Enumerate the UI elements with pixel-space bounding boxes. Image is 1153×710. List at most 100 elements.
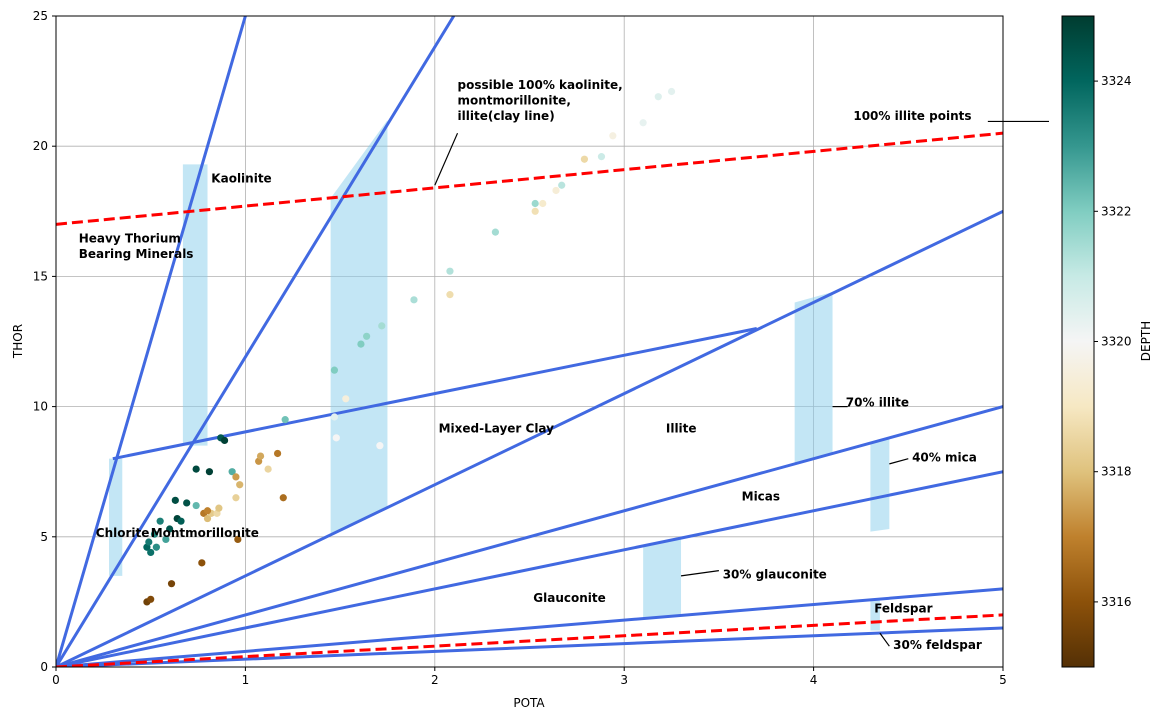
region-label: 100% illite points — [853, 109, 971, 123]
region-label: Kaolinite — [211, 172, 271, 186]
scatter-points — [143, 87, 676, 606]
composition-band — [794, 292, 833, 464]
x-tick-label: 4 — [810, 673, 818, 687]
data-point — [147, 548, 155, 557]
data-point — [152, 543, 160, 551]
annotation-leader-line — [889, 458, 909, 465]
data-point — [232, 473, 240, 481]
data-point — [376, 442, 384, 450]
region-label: 30% feldspar — [893, 638, 982, 652]
data-point — [639, 119, 647, 127]
data-point — [410, 296, 418, 304]
data-point — [273, 449, 282, 458]
x-axis-label: POTA — [513, 696, 545, 710]
data-point — [183, 499, 191, 507]
data-point — [654, 93, 662, 101]
boundary-line — [56, 626, 1003, 667]
boundary-line — [56, 470, 1003, 667]
y-tick-label: 20 — [33, 139, 48, 153]
data-point — [342, 395, 350, 403]
x-tick-label: 5 — [999, 673, 1007, 687]
composition-band — [182, 164, 208, 446]
x-tick-label: 1 — [242, 673, 250, 687]
colorbar-tick-label: 3316 — [1101, 595, 1132, 609]
x-tick-label: 0 — [52, 673, 60, 687]
region-label: 40% mica — [912, 450, 977, 464]
data-point — [192, 501, 200, 510]
x-axis-ticks: 0 1 2 3 4 5 — [52, 667, 1007, 687]
data-point — [162, 535, 170, 544]
region-label: Micas — [742, 489, 780, 503]
boundary-line — [56, 16, 456, 667]
colorbar-gradient — [1061, 15, 1095, 668]
data-point — [667, 87, 676, 96]
dashed-reference-line — [56, 131, 1003, 226]
data-point — [446, 291, 454, 299]
boundary-line — [56, 209, 1003, 667]
region-label: possible 100% kaolinite, — [458, 78, 623, 92]
data-point — [558, 181, 566, 189]
data-point — [378, 322, 386, 330]
y-axis-ticks: 0 5 10 15 20 25 — [33, 9, 56, 674]
boundary-lines — [56, 16, 1003, 667]
data-point — [156, 517, 164, 525]
boundary-line — [56, 16, 247, 667]
region-label: Illite — [666, 422, 697, 436]
region-label: montmorillonite, — [458, 94, 571, 108]
colorbar-tick-label: 3318 — [1101, 465, 1132, 479]
region-label: 30% glauconite — [723, 567, 827, 581]
composition-bands — [109, 120, 890, 631]
annotation-leader-lines — [434, 120, 1049, 647]
data-point — [205, 468, 214, 476]
data-point — [147, 595, 155, 603]
data-point — [192, 465, 200, 473]
reference-dashed-lines — [56, 131, 1003, 667]
composition-band — [330, 120, 388, 535]
colorbar-ticks: 3316 3318 3320 3322 3324 — [1094, 74, 1132, 609]
region-label: 70% illite — [846, 396, 909, 410]
x-tick-label: 2 — [431, 673, 439, 687]
region-label: Glauconite — [533, 591, 606, 605]
y-axis-label: THOR — [11, 324, 25, 359]
data-point — [177, 517, 185, 525]
data-point — [198, 559, 206, 567]
data-point — [171, 496, 179, 504]
data-point — [491, 228, 500, 236]
data-point — [264, 465, 272, 473]
x-tick-label: 3 — [620, 673, 628, 687]
colorbar-tick-label: 3324 — [1101, 74, 1132, 88]
colorbar-label: DEPTH — [1139, 321, 1153, 361]
region-label: Montmorillonite — [151, 526, 259, 540]
plot-frame — [55, 15, 1004, 668]
data-point — [580, 155, 589, 163]
data-point — [145, 538, 153, 546]
data-point — [150, 530, 159, 538]
data-point — [220, 436, 229, 445]
composition-band — [109, 458, 123, 576]
annotation-leader-line — [680, 570, 719, 577]
colorbar-tick-label: 3322 — [1101, 204, 1132, 218]
data-point — [234, 535, 242, 544]
boundary-line — [56, 405, 1003, 667]
y-tick-label: 5 — [40, 530, 48, 544]
y-tick-label: 10 — [33, 400, 48, 414]
data-point — [236, 481, 244, 489]
region-label: Bearing Minerals — [79, 247, 194, 261]
data-point — [531, 207, 539, 215]
data-point — [203, 507, 212, 515]
region-label: Chlorite — [96, 526, 150, 540]
composition-band — [870, 437, 890, 532]
data-point — [256, 452, 265, 460]
data-point — [330, 413, 339, 421]
annotation-leader-line — [434, 132, 459, 186]
region-label: illite(clay line) — [458, 109, 555, 123]
y-tick-label: 15 — [33, 269, 48, 283]
annotation-leader-line — [879, 632, 890, 647]
data-point — [539, 199, 547, 208]
region-label: Feldspar — [874, 601, 932, 615]
data-point — [228, 468, 236, 476]
data-point — [215, 504, 223, 512]
composition-band — [643, 539, 682, 618]
